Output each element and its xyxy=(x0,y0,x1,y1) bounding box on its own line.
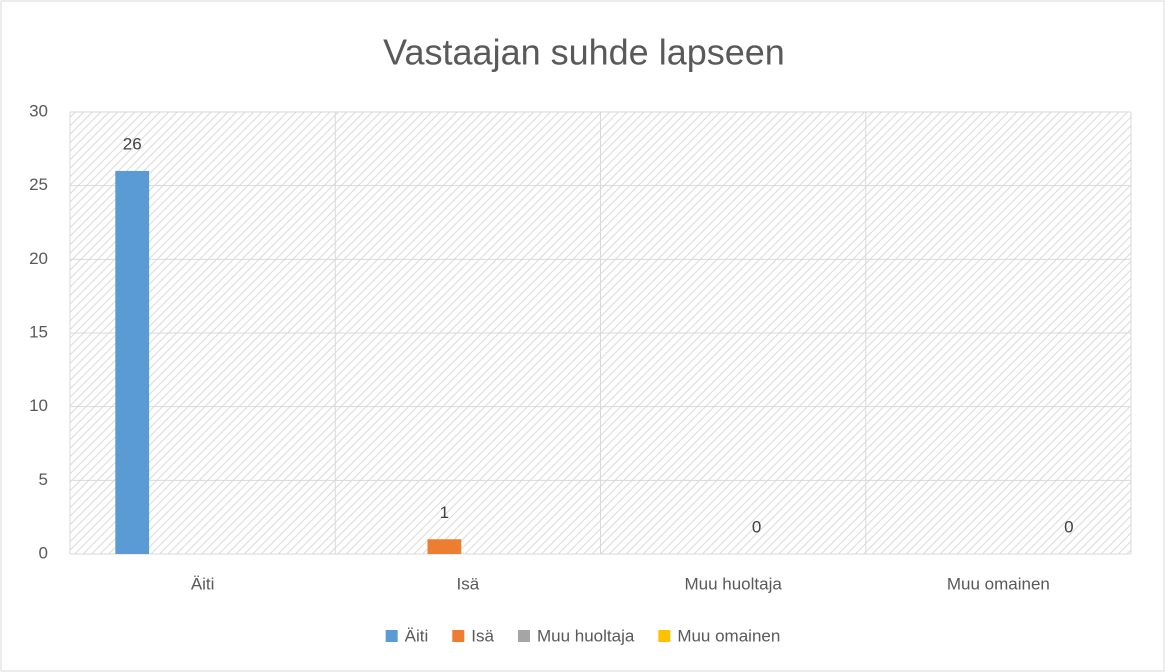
data-label: 0 xyxy=(1064,517,1073,536)
legend-label: Isä xyxy=(471,626,494,645)
y-tick-label: 5 xyxy=(39,470,48,489)
x-tick-label: Isä xyxy=(457,574,480,593)
legend-swatch xyxy=(517,630,530,642)
y-tick-label: 10 xyxy=(29,396,48,415)
bar xyxy=(115,170,150,554)
legend-label: Äiti xyxy=(405,626,429,645)
chart-title: Vastaajan suhde lapseen xyxy=(383,32,785,73)
legend-swatch xyxy=(385,630,398,642)
legend-label: Muu omainen xyxy=(677,626,780,645)
legend-swatch xyxy=(658,630,671,642)
x-tick-label: Äiti xyxy=(191,574,215,593)
x-tick-label: Muu huoltaja xyxy=(684,574,782,593)
legend-swatch xyxy=(452,630,465,642)
data-label: 26 xyxy=(123,134,142,153)
legend-label: Muu huoltaja xyxy=(537,626,635,645)
y-tick-label: 30 xyxy=(29,101,48,120)
data-label: 1 xyxy=(440,503,449,522)
bar xyxy=(427,539,462,554)
y-tick-label: 25 xyxy=(29,175,48,194)
y-tick-label: 0 xyxy=(39,543,48,562)
y-tick-label: 15 xyxy=(29,322,48,341)
data-label: 0 xyxy=(752,517,761,536)
y-tick-label: 20 xyxy=(29,249,48,268)
x-tick-label: Muu omainen xyxy=(947,574,1050,593)
